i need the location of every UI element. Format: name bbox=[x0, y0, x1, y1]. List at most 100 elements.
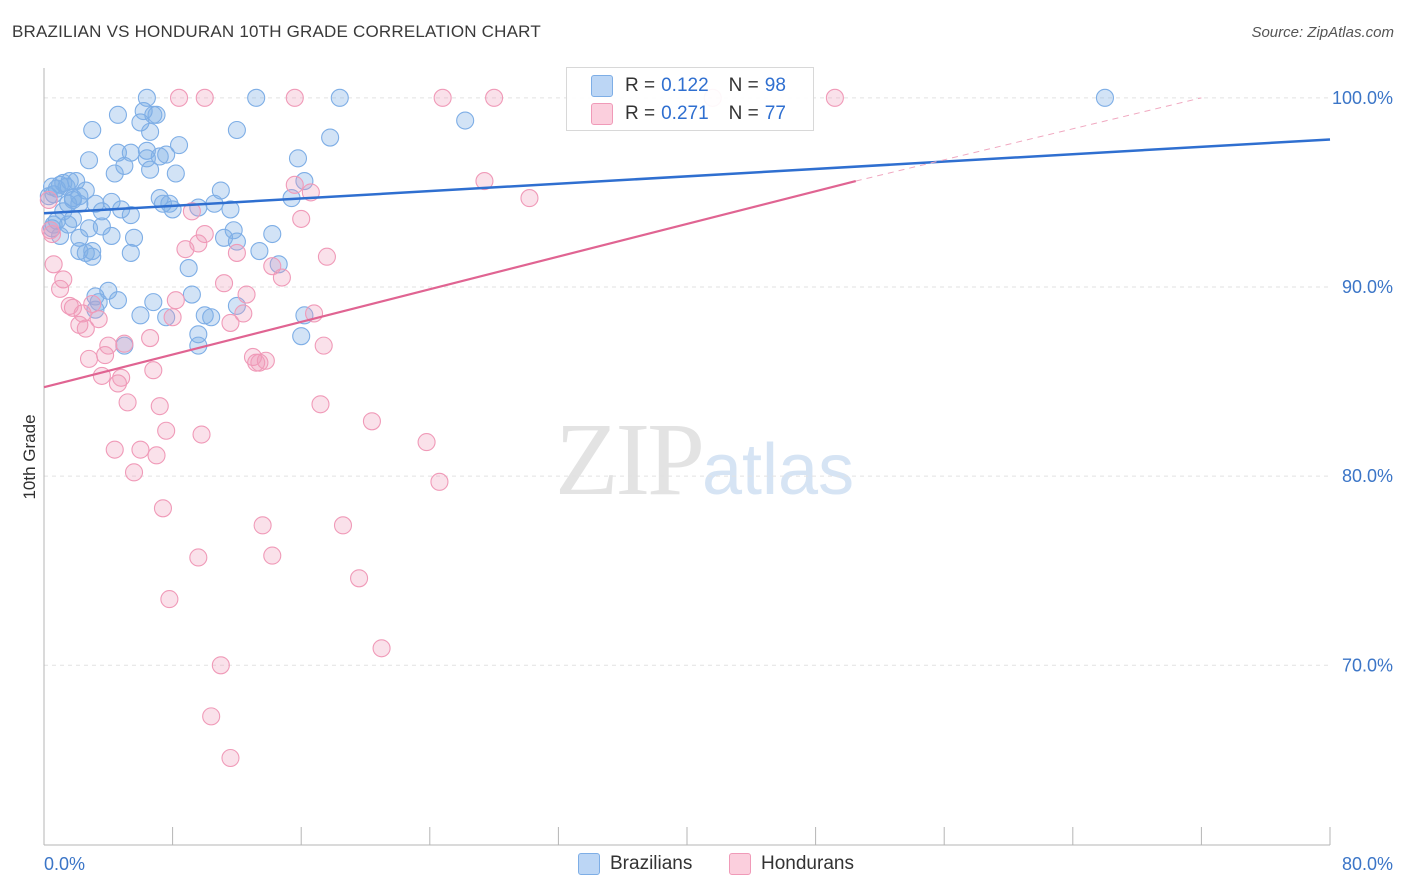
brazilians-point bbox=[86, 194, 105, 213]
brazilians-point bbox=[153, 194, 173, 213]
hondurans-point bbox=[227, 243, 246, 262]
hondurans-point bbox=[79, 349, 99, 368]
hondurans-point bbox=[115, 334, 134, 353]
y-axis-title: 10th Grade bbox=[20, 414, 39, 499]
hondurans-point bbox=[195, 88, 214, 107]
hondurans-point bbox=[153, 499, 173, 518]
hondurans-point bbox=[272, 268, 291, 287]
hondurans-point bbox=[350, 569, 369, 588]
hondurans-point bbox=[221, 748, 240, 768]
hondurans-point bbox=[144, 361, 163, 380]
source-label: Source: ZipAtlas.com bbox=[1251, 24, 1394, 41]
legend-item-hondurans[interactable]: Hondurans bbox=[729, 851, 854, 877]
brazilians-point bbox=[150, 147, 169, 166]
brazilians-point bbox=[247, 88, 266, 107]
hondurans-point bbox=[150, 397, 169, 416]
brazilians-point bbox=[121, 243, 140, 262]
hondurans-point bbox=[189, 548, 208, 567]
hondurans-point bbox=[263, 546, 282, 565]
hondurans-point bbox=[433, 88, 452, 107]
chart-title: BRAZILIAN VS HONDURAN 10TH GRADE CORRELA… bbox=[12, 22, 541, 41]
brazilians-point bbox=[92, 217, 111, 236]
brazilians-point bbox=[321, 128, 340, 147]
brazilians-point bbox=[224, 221, 243, 240]
hondurans-point bbox=[250, 353, 269, 372]
hondurans-point bbox=[211, 656, 230, 675]
r-value-brazilians: 0.122 bbox=[661, 75, 709, 96]
brazilians-point bbox=[131, 306, 150, 325]
hondurans-point bbox=[317, 247, 336, 266]
hondurans-point bbox=[63, 298, 82, 317]
n-value-hondurans: 77 bbox=[764, 103, 786, 124]
brazilians-point bbox=[102, 226, 121, 245]
hondurans-point bbox=[192, 425, 211, 444]
hondurans-point bbox=[44, 255, 63, 274]
brazilians-point bbox=[157, 145, 176, 164]
n-value-brazilians: 98 bbox=[764, 75, 786, 96]
hondurans-point bbox=[825, 88, 844, 107]
x-tick-label: 80.0% bbox=[1342, 854, 1393, 874]
hondurans-point bbox=[108, 374, 127, 393]
hondurans-point bbox=[124, 463, 144, 482]
brazilians-point bbox=[70, 228, 89, 247]
grid bbox=[44, 97, 1330, 666]
legend-row-hondurans: R = 0.271 N = 77 bbox=[591, 101, 786, 127]
brazilians-point bbox=[144, 293, 163, 312]
brazilians-point bbox=[124, 228, 144, 247]
hondurans-point bbox=[96, 346, 115, 365]
brazilians-point bbox=[83, 241, 102, 261]
hondurans-point bbox=[83, 294, 102, 314]
brazilians-point bbox=[202, 308, 221, 327]
brazilians-point bbox=[292, 327, 311, 346]
legend-label-hondurans: Hondurans bbox=[761, 853, 854, 874]
hondurans-point bbox=[141, 329, 160, 348]
r-label: R = bbox=[625, 103, 656, 124]
hondurans-point bbox=[333, 516, 353, 535]
brazilians-legend-swatch bbox=[578, 853, 600, 875]
brazilians-point bbox=[330, 88, 349, 107]
brazilians-point bbox=[44, 215, 63, 234]
watermark-zip: ZIP bbox=[555, 402, 705, 517]
y-tick-label: 90.0% bbox=[1342, 277, 1393, 297]
hondurans-point bbox=[202, 707, 221, 726]
brazilians-point bbox=[108, 291, 127, 310]
hondurans-point bbox=[105, 440, 124, 459]
hondurans-point bbox=[417, 433, 436, 452]
brazilians-point bbox=[121, 206, 140, 225]
brazilians-point bbox=[221, 200, 240, 219]
brazilians-trend-line bbox=[43, 138, 1331, 215]
hondurans-point bbox=[285, 88, 304, 107]
hondurans-swatch bbox=[591, 103, 613, 125]
brazilians-point bbox=[169, 136, 189, 155]
hondurans-point bbox=[256, 351, 275, 370]
x-tick-label: 0.0% bbox=[44, 854, 85, 874]
brazilians-point bbox=[141, 122, 160, 141]
y-tick-label: 100.0% bbox=[1332, 88, 1393, 108]
hondurans-point bbox=[169, 88, 189, 107]
brazilians-point bbox=[79, 151, 99, 170]
brazilians-point bbox=[105, 164, 124, 183]
watermark-atlas: atlas bbox=[702, 430, 855, 510]
hondurans-point bbox=[157, 421, 176, 440]
brazilians-point bbox=[141, 160, 160, 179]
hondurans-point bbox=[314, 336, 333, 355]
brazilians-point bbox=[456, 111, 475, 130]
brazilians-point bbox=[83, 247, 102, 266]
hondurans-point bbox=[99, 336, 118, 355]
axes bbox=[43, 68, 1331, 846]
brazilians-point bbox=[163, 200, 182, 219]
brazilians-point bbox=[121, 143, 140, 162]
hondurans-point bbox=[54, 270, 73, 289]
legend-item-brazilians[interactable]: Brazilians bbox=[578, 851, 692, 877]
hondurans-point bbox=[39, 190, 58, 210]
brazilians-point bbox=[269, 255, 288, 274]
hondurans-point bbox=[147, 446, 166, 465]
hondurans-trend-extension bbox=[855, 97, 1202, 182]
hondurans-point bbox=[160, 590, 179, 609]
brazilians-point bbox=[60, 172, 79, 191]
n-label: N = bbox=[728, 103, 759, 124]
hondurans-point bbox=[182, 202, 201, 221]
legend-label-brazilians: Brazilians bbox=[610, 853, 693, 874]
y-tick-label: 80.0% bbox=[1342, 466, 1393, 486]
brazilians-point bbox=[250, 241, 269, 261]
